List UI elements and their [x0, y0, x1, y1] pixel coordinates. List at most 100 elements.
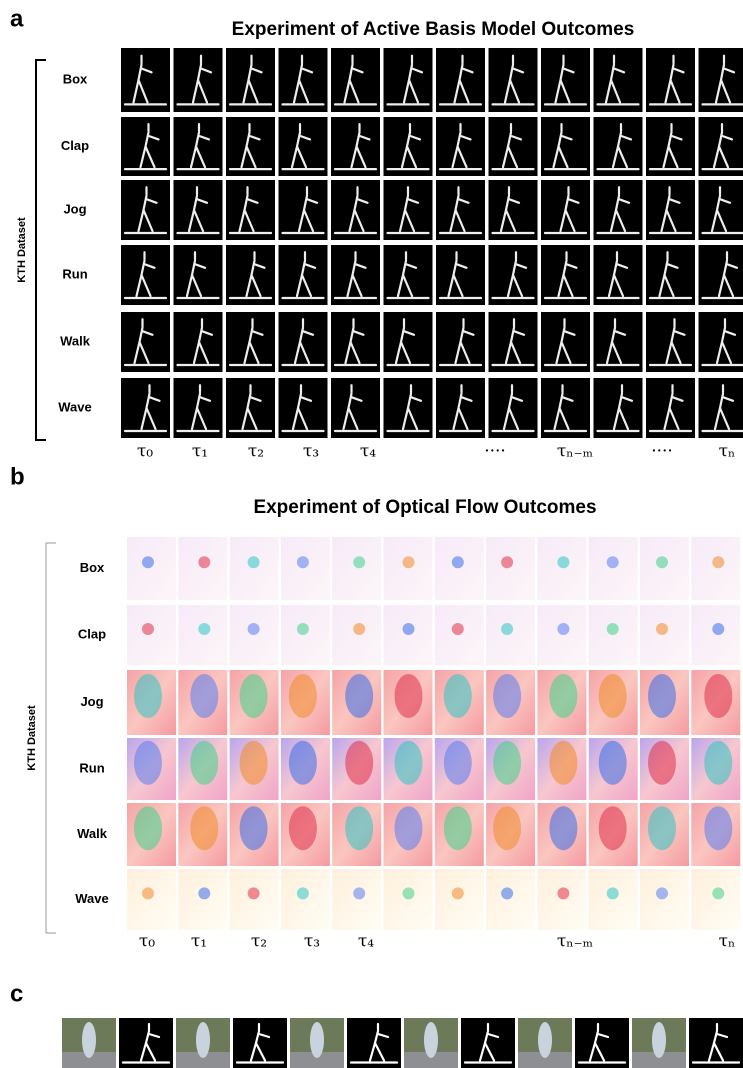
- figure: a Experiment of Active Basis Model Outco…: [0, 0, 743, 1068]
- flow-frame: [384, 537, 433, 600]
- row-label: Clap: [78, 626, 106, 641]
- person: [538, 1022, 552, 1058]
- frame: [541, 117, 590, 176]
- frame: [331, 312, 380, 372]
- flow-frame: [486, 869, 535, 930]
- flow-frame: [384, 869, 433, 930]
- panel-title: Experiment of Optical Flow Outcomes: [253, 497, 596, 518]
- flow-blob: [501, 887, 513, 899]
- time-label: τₙ₋ₘ: [557, 442, 593, 462]
- flow-frame: [281, 537, 330, 600]
- flow-frame: [486, 537, 535, 600]
- flow-blob: [297, 556, 309, 568]
- flow-blob: [289, 674, 317, 718]
- flow-blob: [403, 556, 415, 568]
- row-label: Run: [62, 266, 87, 281]
- flow-blob: [190, 741, 218, 785]
- bracket: [46, 543, 56, 933]
- flow-blob: [248, 623, 260, 635]
- flow-blob: [452, 556, 464, 568]
- flow-frame: [435, 605, 484, 665]
- row-label: Box: [80, 560, 105, 575]
- flow-blob: [134, 741, 162, 785]
- flow-blob: [240, 741, 268, 785]
- flow-blob: [607, 623, 619, 635]
- frame: [489, 180, 538, 240]
- flow-blob: [712, 623, 724, 635]
- frame: [541, 378, 590, 438]
- frame: [331, 378, 380, 438]
- flow-blob: [501, 556, 513, 568]
- flow-frame: [332, 869, 381, 930]
- flow-frame: [332, 605, 381, 665]
- flow-blob: [557, 887, 569, 899]
- flow-blob: [134, 674, 162, 718]
- time-label: τ₂: [248, 442, 264, 462]
- flow-blob: [549, 741, 577, 785]
- frame: [279, 117, 328, 176]
- row-label: Wave: [75, 891, 108, 906]
- frame: [279, 378, 328, 438]
- person: [196, 1022, 210, 1058]
- flow-blob: [240, 806, 268, 850]
- frame: [436, 245, 485, 305]
- flow-blob: [712, 887, 724, 899]
- row-label: Run: [79, 760, 104, 775]
- row-label: Walk: [60, 333, 91, 348]
- flow-frame: [127, 605, 176, 665]
- flow-frame: [691, 605, 740, 665]
- flow-blob: [240, 674, 268, 718]
- row-label: Jog: [80, 694, 103, 709]
- frame: [384, 312, 433, 372]
- flow-frame: [537, 605, 586, 665]
- flow-frame: [537, 869, 586, 930]
- flow-frame: [332, 537, 381, 600]
- row-label: Jog: [63, 201, 86, 216]
- flow-blob: [493, 806, 521, 850]
- flow-frame: [178, 605, 227, 665]
- flow-blob: [297, 887, 309, 899]
- frame: [121, 48, 170, 112]
- flow-frame: [640, 869, 689, 930]
- flow-frame: [127, 537, 176, 600]
- flow-blob: [353, 623, 365, 635]
- flow-blob: [403, 623, 415, 635]
- person: [424, 1022, 438, 1058]
- flow-blob: [648, 741, 676, 785]
- time-label: τ₃: [303, 442, 319, 462]
- flow-blob: [656, 887, 668, 899]
- row-label: Walk: [77, 826, 108, 841]
- flow-frame: [435, 869, 484, 930]
- frame: [594, 48, 643, 112]
- flow-blob: [452, 623, 464, 635]
- flow-blob: [345, 806, 373, 850]
- frame: [541, 48, 590, 112]
- flow-blob: [248, 556, 260, 568]
- panel-letter: c: [10, 980, 23, 1007]
- time-label: τ₀: [139, 932, 155, 952]
- flow-blob: [190, 674, 218, 718]
- flow-blob: [712, 556, 724, 568]
- flow-frame: [281, 605, 330, 665]
- time-label: τ₄: [360, 442, 376, 462]
- flow-blob: [190, 806, 218, 850]
- axis-label: KTH Dataset: [16, 217, 28, 283]
- time-label: τ₁: [191, 932, 207, 952]
- flow-frame: [230, 537, 279, 600]
- row-label: Wave: [58, 399, 91, 414]
- flow-blob: [444, 741, 472, 785]
- flow-frame: [691, 869, 740, 930]
- flow-blob: [493, 674, 521, 718]
- flow-blob: [297, 623, 309, 635]
- frame: [331, 48, 380, 112]
- flow-frame: [178, 869, 227, 930]
- flow-blob: [501, 623, 513, 635]
- time-label: ····: [651, 442, 673, 462]
- panel-letter: a: [10, 5, 24, 32]
- frame: [646, 245, 695, 305]
- flow-blob: [656, 623, 668, 635]
- flow-blob: [704, 674, 732, 718]
- flow-blob: [704, 806, 732, 850]
- frame: [594, 312, 643, 372]
- flow-blob: [557, 623, 569, 635]
